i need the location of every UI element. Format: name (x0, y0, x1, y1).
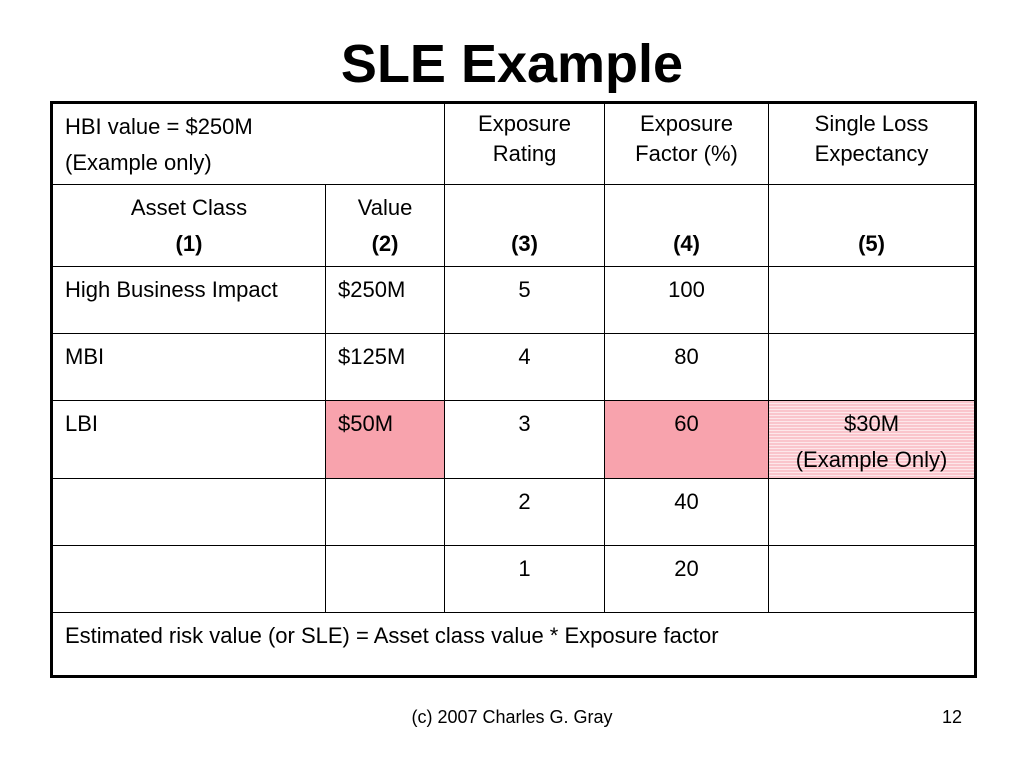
value-cell: $250M (324, 266, 446, 334)
subheader-col3: (3) (444, 184, 606, 267)
value-cell (324, 545, 446, 613)
asset-class-cell: MBI (51, 333, 326, 401)
rating-cell: 2 (444, 478, 606, 546)
asset-class-cell: High Business Impact (51, 266, 326, 334)
factor-cell-highlighted: 60 (604, 400, 770, 479)
column-number-5: (5) (858, 231, 885, 256)
example-only-text: (Example only) (65, 150, 212, 175)
value-cell: $125M (324, 333, 446, 401)
subheader-asset-class: Asset Class (1) (51, 184, 326, 267)
sle-note: (Example Only) (795, 447, 948, 472)
subheader-col4: (4) (604, 184, 770, 267)
factor-cell: 80 (604, 333, 770, 401)
page-number: 12 (941, 707, 962, 727)
asset-class-cell (51, 545, 326, 613)
column-number-2: (2) (371, 231, 399, 256)
value-cell (324, 478, 446, 546)
rating-cell: 1 (444, 545, 606, 613)
table-row: LBI $50M 3 60 $30M (Example Only) (51, 400, 977, 479)
factor-cell: 100 (604, 266, 770, 334)
sle-table: HBI value = $250M (Example only) Exposur… (50, 101, 978, 678)
value-cell-highlighted: $50M (324, 400, 446, 479)
footer-copyright: (c) 2007 Charles G. Gray (411, 707, 613, 727)
column-number-3: (3) (511, 231, 538, 256)
table-header-row: HBI value = $250M (Example only) Exposur… (50, 102, 977, 185)
header-single-loss-expectancy: Single Loss Expectancy (768, 102, 977, 185)
sle-cell (768, 545, 977, 613)
column-number-4: (4) (673, 231, 700, 256)
hbi-intro-cell: HBI value = $250M (Example only) (50, 102, 446, 185)
header-exposure-factor: Exposure Factor (%) (604, 102, 770, 185)
hbi-value-text: HBI value = $250M (65, 114, 253, 139)
sle-value: $30M (843, 411, 900, 436)
table-row: 1 20 (51, 545, 977, 613)
table-row: High Business Impact $250M 5 100 (51, 266, 977, 334)
sle-cell (768, 478, 977, 546)
subheader-value: Value (2) (324, 184, 446, 267)
slide-title: SLE Example (340, 34, 684, 94)
factor-cell: 20 (604, 545, 770, 613)
rating-cell: 4 (444, 333, 606, 401)
asset-class-cell: LBI (51, 400, 326, 479)
subheader-col5: (5) (768, 184, 977, 267)
rating-cell: 3 (444, 400, 606, 479)
header-exposure-rating: Exposure Rating (444, 102, 606, 185)
table-row: MBI $125M 4 80 (51, 333, 977, 401)
factor-cell: 40 (604, 478, 770, 546)
formula-text: Estimated risk value (or SLE) = Asset cl… (50, 612, 977, 677)
table-row: 2 40 (51, 478, 977, 546)
sle-cell-highlighted: $30M (Example Only) (768, 400, 977, 479)
sle-cell (768, 266, 977, 334)
column-number-1: (1) (175, 231, 203, 256)
table-subheader-row: Asset Class (1) Value (2) (3) (4) (5) (51, 184, 977, 267)
sle-cell (768, 333, 977, 401)
asset-class-cell (51, 478, 326, 546)
formula-row: Estimated risk value (or SLE) = Asset cl… (50, 612, 977, 677)
rating-cell: 5 (444, 266, 606, 334)
